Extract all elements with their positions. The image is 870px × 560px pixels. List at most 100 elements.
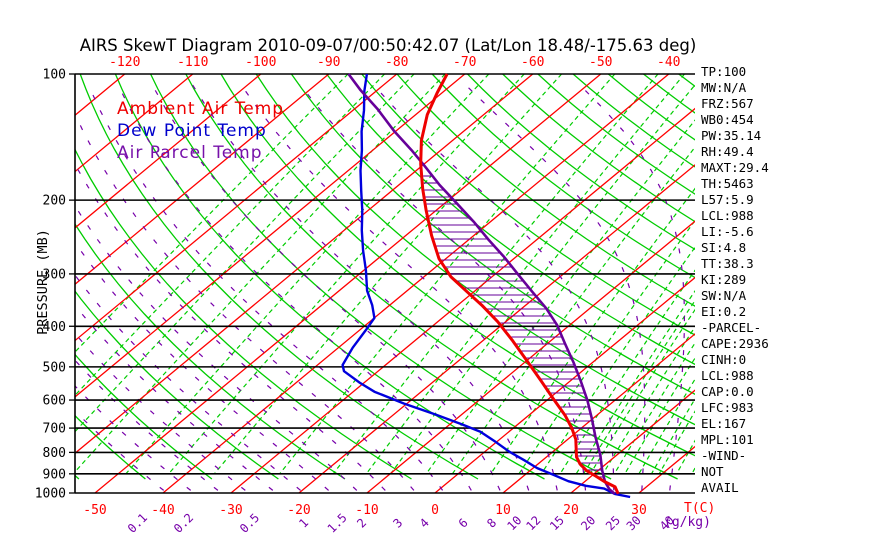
pressure-tick-label: 300 <box>43 267 66 282</box>
bottom-temp-tick-label: -50 <box>83 503 106 518</box>
panel-metric: -PARCEL- <box>701 320 761 335</box>
panel-metric: PW:35.14 <box>701 128 761 143</box>
dry-adiabat-line <box>431 74 695 279</box>
mixing-ratio-label: 3 <box>390 516 405 531</box>
panel-metric: SI:4.8 <box>701 240 746 255</box>
dry-adiabat-line <box>537 74 695 195</box>
top-temp-tick-label: -60 <box>521 55 544 70</box>
top-temp-tick-label: -100 <box>245 55 276 70</box>
bottom-temp-tick-label: 0 <box>431 503 439 518</box>
mixing-ratio-unit-label: (g/kg) <box>664 515 711 530</box>
moist-adiabat-line <box>87 84 444 491</box>
mixing-ratio-line <box>613 341 695 475</box>
air-parcel-curve <box>347 73 616 495</box>
top-temp-tick-label: -40 <box>657 55 680 70</box>
panel-metric: TT:38.3 <box>701 256 754 271</box>
panel-metric: LCL:988 <box>701 368 754 383</box>
panel-metric: KI:289 <box>701 272 746 287</box>
top-temp-tick-label: -80 <box>385 55 408 70</box>
legend-ambient-air-temp: Ambient Air Temp <box>117 99 284 119</box>
legend-air-parcel-temp: Air Parcel Temp <box>117 143 263 163</box>
isotherm-line <box>75 74 398 342</box>
mixing-ratio-line <box>451 146 695 475</box>
panel-metric: EL:167 <box>701 416 746 431</box>
bottom-temp-tick-label: 10 <box>495 503 511 518</box>
panel-metric: EI:0.2 <box>701 304 746 319</box>
mixing-ratio-line <box>168 74 525 475</box>
dry-adiabat-line <box>326 74 695 366</box>
mixing-ratio-line <box>638 378 695 475</box>
top-temp-tick-label: -90 <box>317 55 340 70</box>
dry-adiabat-line <box>361 74 695 336</box>
pressure-tick-label: 900 <box>43 467 66 482</box>
moist-adiabat-line <box>75 112 415 491</box>
bottom-temp-tick-label: -40 <box>151 503 174 518</box>
pressure-tick-label: 100 <box>43 68 66 83</box>
moist-adiabat-line <box>75 162 386 491</box>
panel-metric: CAP:0.0 <box>701 384 754 399</box>
pressure-tick-label: 800 <box>43 446 66 461</box>
bottom-temp-tick-label: 20 <box>563 503 579 518</box>
panel-metric: MW:N/A <box>701 80 747 95</box>
mixing-ratio-line <box>602 325 695 475</box>
mixing-ratio-line <box>559 269 695 475</box>
mixing-ratio-line <box>624 357 695 475</box>
pressure-tick-label: 600 <box>43 394 66 409</box>
mixing-ratio-label: 4 <box>417 516 432 531</box>
dry-adiabat-line <box>75 290 279 480</box>
dry-adiabat-line <box>290 74 695 395</box>
isotherm-line <box>75 74 330 286</box>
pressure-tick-label: 500 <box>43 360 66 375</box>
dry-adiabat-line <box>185 74 678 480</box>
pressure-axis-label: PRESSURE (MB) <box>35 229 51 335</box>
panel-metric: MAXT:29.4 <box>701 160 769 175</box>
panel-metric: CINH:0 <box>701 352 746 367</box>
legend-dew-point-temp: Dew Point Temp <box>117 121 267 141</box>
dry-adiabat-line <box>75 353 213 480</box>
dry-adiabat-line <box>220 74 695 457</box>
dry-adiabat-line <box>75 148 412 480</box>
isotherm-line <box>230 107 695 493</box>
dry-adiabat-line <box>502 74 695 223</box>
metrics-panel: TP:100MW:N/AFRZ:567WB0:454PW:35.14RH:49.… <box>701 64 769 495</box>
isotherm-line <box>502 333 695 493</box>
panel-metric: CAPE:2936 <box>701 336 769 351</box>
top-temp-tick-label: -110 <box>177 55 208 70</box>
top-temp-tick-label: -50 <box>589 55 612 70</box>
top-temp-tick-label: -120 <box>109 55 140 70</box>
mixing-ratio-label: 0.1 <box>125 511 150 536</box>
bottom-temp-tick-label: -10 <box>355 503 378 518</box>
cape-hatch-area <box>423 175 604 478</box>
pressure-tick-label: 400 <box>43 320 66 335</box>
isotherm-line <box>94 74 602 493</box>
pressure-tick-label: 200 <box>43 194 66 209</box>
mixing-ratio-label: 6 <box>456 516 471 531</box>
moist-adiabat-line <box>151 84 501 491</box>
moist-adiabat-line <box>191 84 530 491</box>
panel-metric: L57:5.9 <box>701 192 754 207</box>
panel-metric: WB0:454 <box>701 112 754 127</box>
pressure-tick-label: 1000 <box>35 487 66 502</box>
moist-adiabat-line <box>75 204 358 491</box>
chart-title: AIRS SkewT Diagram 2010-09-07/00:50:42.0… <box>80 36 697 55</box>
dry-adiabat-line <box>75 222 346 480</box>
dry-adiabat-line <box>0 74 12 479</box>
panel-metric: LFC:983 <box>701 400 754 415</box>
bottom-temp-tick-label: 30 <box>631 503 647 518</box>
pressure-gridlines <box>69 73 695 494</box>
panel-metric: TH:5463 <box>701 176 754 191</box>
panel-metric: TP:100 <box>701 64 746 79</box>
sounding-curves <box>341 73 631 499</box>
panel-metric: SW:N/A <box>701 288 747 303</box>
moist-adiabat-line <box>117 84 472 491</box>
temp-unit-label: T(C) <box>684 501 715 516</box>
panel-metric: NOT <box>701 464 724 479</box>
bottom-temp-tick-label: -20 <box>287 503 310 518</box>
panel-metric: LI:-5.6 <box>701 224 754 239</box>
mixing-ratio-line <box>75 74 415 433</box>
top-temp-tick-label: -70 <box>453 55 476 70</box>
panel-metric: -WIND- <box>701 448 746 463</box>
isotherm-line <box>75 74 262 229</box>
